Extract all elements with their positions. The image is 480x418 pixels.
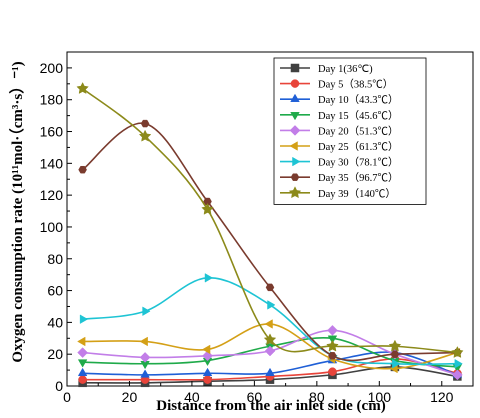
legend-marker xyxy=(288,186,302,199)
legend-marker xyxy=(289,141,298,151)
data-point xyxy=(392,358,401,369)
series-group xyxy=(76,82,464,358)
y-tick-label: 40 xyxy=(47,314,63,330)
data-point xyxy=(203,375,212,384)
data-point xyxy=(267,300,276,310)
legend-label: Day 5（38.5℃） xyxy=(318,79,393,91)
x-axis-title: Distance from the air inlet side (cm) xyxy=(156,398,385,414)
data-point xyxy=(201,202,214,215)
plot-area xyxy=(66,51,474,387)
x-tick-label: 20 xyxy=(122,389,138,405)
data-point xyxy=(264,345,276,357)
legend-marker xyxy=(292,156,301,167)
legend-label: Day 10（43.3℃） xyxy=(318,94,399,106)
legend-label: Day 39（140℃） xyxy=(318,188,396,200)
data-point xyxy=(140,369,150,378)
data-point xyxy=(265,367,275,377)
data-point xyxy=(388,339,402,352)
legend-label: Day 1(36℃) xyxy=(318,64,373,75)
legend-label: Day 20（51.3℃） xyxy=(318,125,399,137)
legend-marker xyxy=(290,112,300,121)
plot-border xyxy=(66,51,474,387)
y-tick-label: 80 xyxy=(47,251,63,267)
data-point xyxy=(142,306,151,317)
data-point xyxy=(203,197,212,206)
data-point xyxy=(328,367,337,376)
data-point xyxy=(202,344,211,355)
y-tick-label: 20 xyxy=(47,346,63,362)
data-point xyxy=(390,350,400,358)
data-point xyxy=(78,165,87,174)
x-tick-label: 100 xyxy=(368,389,392,405)
x-tick-label: 80 xyxy=(309,389,325,405)
x-tick-label: 60 xyxy=(247,389,263,405)
data-point xyxy=(76,82,89,94)
data-point xyxy=(202,367,213,377)
axes-layer: 0 20 40 60 80 100 120 0 20 40 60 80 100 120 140 160 180 2… xyxy=(40,60,454,405)
legend-marker xyxy=(290,79,300,88)
y-tick-label: 200 xyxy=(40,60,64,76)
data-point xyxy=(77,359,88,368)
data-point xyxy=(328,352,337,360)
data-point xyxy=(140,119,150,128)
legend-label: Day 15（45.6℃） xyxy=(318,110,399,122)
data-point xyxy=(77,367,88,377)
series-group xyxy=(79,273,463,369)
data-point xyxy=(139,352,151,363)
y-tick-label: 100 xyxy=(40,219,64,235)
legend-label: Day 35（96.7℃） xyxy=(318,172,399,184)
data-point xyxy=(78,375,87,384)
data-point xyxy=(138,129,152,142)
data-point xyxy=(264,319,273,329)
legend-label: Day 25（61.3℃） xyxy=(318,141,399,153)
legend-marker xyxy=(289,125,301,136)
data-point xyxy=(139,336,148,347)
y-tick-label: 0 xyxy=(55,378,63,394)
legend-marker xyxy=(290,173,300,181)
y-tick-label: 180 xyxy=(40,92,64,108)
data-point xyxy=(326,339,339,352)
y-tick-label: 60 xyxy=(47,283,63,299)
legend-marker xyxy=(290,93,300,102)
legend-label: Day 30（78.1℃） xyxy=(318,157,399,169)
data-point xyxy=(79,314,89,324)
data-point xyxy=(263,333,277,346)
legend: Day 1(36℃) Day 5（38.5℃） Day 10（43.3℃） Day 1… xyxy=(273,57,427,205)
data-point xyxy=(265,283,275,292)
data-point xyxy=(77,347,88,358)
series-layer xyxy=(76,82,464,388)
data-point xyxy=(77,336,86,347)
data-point xyxy=(454,358,463,369)
y-tick-label: 120 xyxy=(40,187,64,203)
x-tick-label: 40 xyxy=(184,389,200,405)
x-tick-label: 120 xyxy=(430,389,454,405)
legend-marker xyxy=(290,63,300,73)
data-point xyxy=(204,273,214,283)
data-point xyxy=(327,335,338,344)
x-tick-label: 0 xyxy=(63,389,71,405)
data-point xyxy=(451,346,464,358)
y-axis-title: Oxygen consumption rate (10¹¹mol·（cm³·s）… xyxy=(8,61,26,362)
data-point xyxy=(327,324,338,336)
y-tick-label: 160 xyxy=(40,124,64,140)
data-point xyxy=(452,369,463,381)
y-tick-label: 140 xyxy=(40,155,64,171)
